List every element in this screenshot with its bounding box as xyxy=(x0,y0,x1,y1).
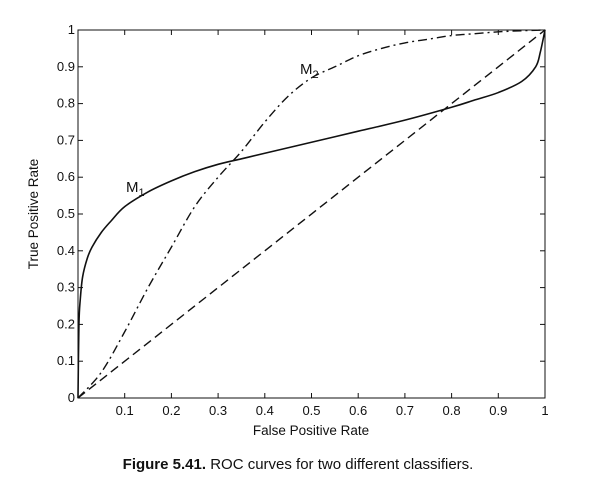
y-tick-label: 0.3 xyxy=(57,280,75,295)
series-label-m1: M1 xyxy=(126,179,145,199)
series-line-m1 xyxy=(77,29,546,399)
y-tick-label: 0.2 xyxy=(57,316,75,331)
x-tick-label: 0.5 xyxy=(302,403,320,418)
y-tick-label: 0.7 xyxy=(57,132,75,147)
x-tick-label: 0.6 xyxy=(349,403,367,418)
figure-caption: Figure 5.41. ROC curves for two differen… xyxy=(0,456,596,473)
series-layer xyxy=(77,29,546,399)
x-tick-label: 0.4 xyxy=(256,403,274,418)
series-line-m2 xyxy=(77,29,546,399)
axis-ticks: 0.1 0.2 0.3 0.4 0.5 0.6 0.7 0.8 0.9 1 0 0.1 0.2 0.3 0.… xyxy=(57,22,549,418)
x-tick-label: 0.3 xyxy=(209,403,227,418)
x-tick-label: 0.1 xyxy=(116,403,134,418)
x-tick-label: 0.7 xyxy=(396,403,414,418)
caption-text: ROC curves for two different classifiers… xyxy=(210,456,474,473)
series-label-m2: M2 xyxy=(300,61,319,81)
x-tick-label: 1 xyxy=(541,403,548,418)
y-tick-label: 0.5 xyxy=(57,206,75,221)
y-tick-label: 0.1 xyxy=(57,353,75,368)
caption-number: Figure 5.41. xyxy=(122,456,207,473)
roc-chart: 0.1 0.2 0.3 0.4 0.5 0.6 0.7 0.8 0.9 1 0 0.1 0.2 0.3 0.… xyxy=(26,22,549,438)
y-tick-label: 0.8 xyxy=(57,96,75,111)
y-axis-label: True Positive Rate xyxy=(26,159,41,270)
y-tick-label: 0.9 xyxy=(57,59,75,74)
y-tick-label: 0.6 xyxy=(57,169,75,184)
y-tick-label: 0.4 xyxy=(57,243,75,258)
x-axis-label: False Positive Rate xyxy=(253,423,369,438)
series-line-random-guess xyxy=(77,29,546,399)
y-tick-label: 1 xyxy=(68,22,75,37)
x-tick-label: 0.2 xyxy=(162,403,180,418)
y-tick-label: 0 xyxy=(68,390,75,405)
x-tick-label: 0.8 xyxy=(443,403,461,418)
x-tick-label: 0.9 xyxy=(489,403,507,418)
